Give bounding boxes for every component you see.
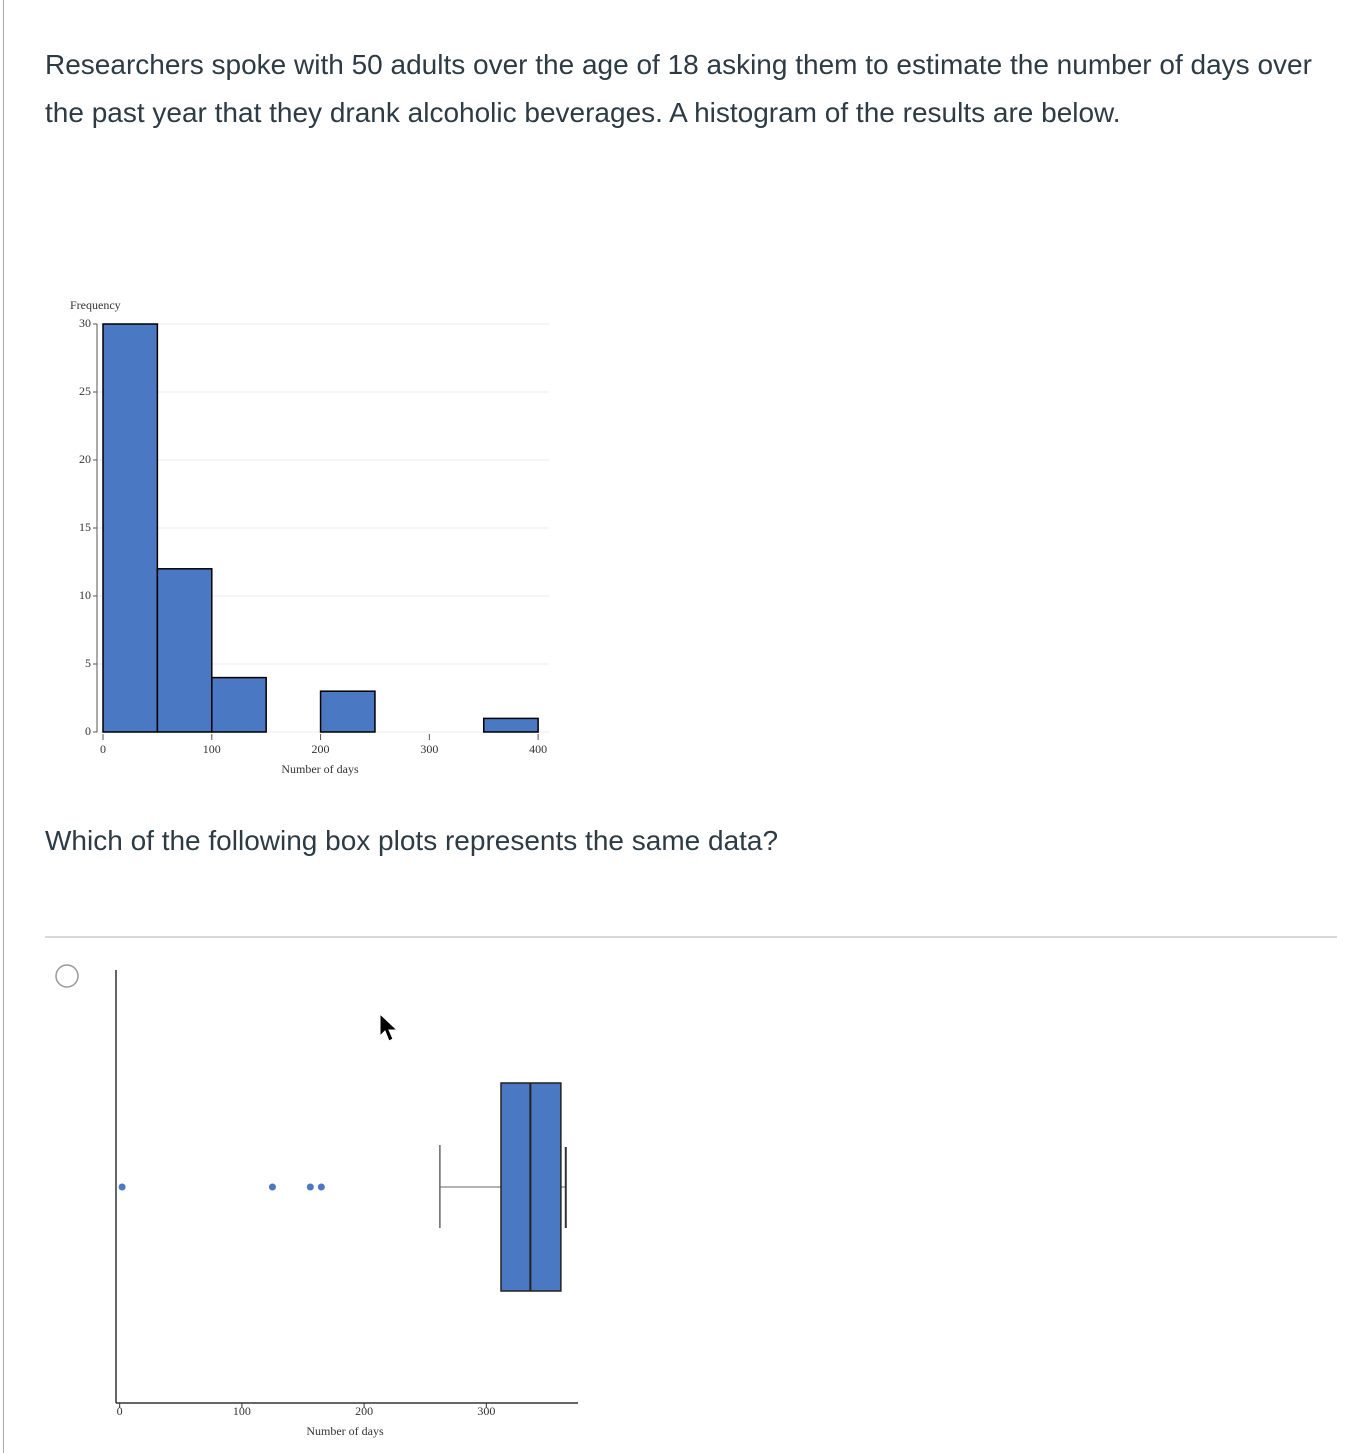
x-tick-label: 0 bbox=[117, 1404, 123, 1418]
outlier bbox=[306, 1183, 314, 1191]
frame-border bbox=[3, 0, 4, 1453]
x-tick-label: 300 bbox=[477, 1404, 495, 1418]
x-axis-label: Number of days bbox=[281, 762, 359, 776]
y-tick-label: 15 bbox=[79, 520, 91, 534]
bar bbox=[102, 323, 159, 733]
bar bbox=[319, 690, 376, 733]
x-axis-label: Number of days bbox=[306, 1424, 384, 1438]
x-tick-label: 200 bbox=[312, 742, 330, 756]
x-tick-label: 100 bbox=[203, 742, 221, 756]
outlier bbox=[317, 1183, 325, 1191]
question-text: Researchers spoke with 50 adults over th… bbox=[45, 49, 1312, 128]
bar bbox=[211, 676, 267, 733]
x-tick-label: 100 bbox=[233, 1404, 251, 1418]
y-tick-label: 30 bbox=[79, 316, 91, 330]
y-axis-label: Frequency bbox=[70, 298, 121, 312]
bar bbox=[156, 568, 213, 733]
bar bbox=[482, 717, 539, 733]
y-tick-label: 5 bbox=[85, 656, 91, 670]
mouse-cursor bbox=[379, 1012, 399, 1042]
x-tick-label: 0 bbox=[100, 742, 106, 756]
y-tick-label: 25 bbox=[79, 384, 91, 398]
x-tick-label: 200 bbox=[355, 1404, 373, 1418]
y-tick-label: 0 bbox=[85, 724, 91, 738]
outlier bbox=[118, 1183, 126, 1191]
y-tick-label: 20 bbox=[79, 452, 91, 466]
outlier bbox=[268, 1183, 276, 1191]
radio-button[interactable] bbox=[55, 964, 79, 988]
prompt-text: Which of the following box plots represe… bbox=[45, 825, 779, 856]
y-tick-label: 10 bbox=[79, 588, 91, 602]
x-tick-label: 300 bbox=[420, 742, 438, 756]
x-tick-label: 400 bbox=[529, 742, 547, 756]
